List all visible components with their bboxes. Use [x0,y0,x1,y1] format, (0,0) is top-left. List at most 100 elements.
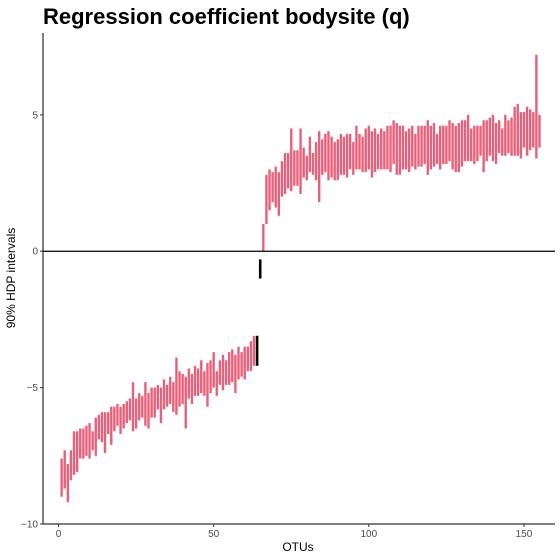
interval-bar [290,128,293,192]
interval-bar [417,125,420,167]
interval-bar [212,352,215,388]
interval-bar [401,125,405,170]
interval-bar [265,174,268,224]
interval-bar [116,403,119,426]
interval-bar [240,352,243,377]
interval-bar [516,103,519,156]
interval-bar [321,139,324,175]
interval-bar [451,123,454,170]
interval-bar [491,114,495,162]
interval-bar [479,125,482,156]
interval-bar [100,412,104,443]
y-tick-label: 5 [32,110,38,121]
interval-bar [172,382,175,413]
interval-bar [227,352,231,385]
interval-bar [460,120,464,167]
interval-bar [97,414,101,440]
interval-bar [221,354,225,391]
interval-bar [193,365,197,396]
interval-bar [280,161,284,197]
interval-bar [392,120,395,164]
interval-bar [497,120,501,154]
interval-bar [525,106,529,156]
interval-bar [224,360,228,385]
y-axis-title: 90% HDP intervals [4,228,18,329]
interval-bar [420,125,423,167]
interval-bar [376,133,380,170]
interval-bar [404,131,408,170]
interval-bar [355,125,358,170]
interval-bar [438,125,442,170]
interval-bar [184,376,187,429]
interval-bar [137,393,141,421]
interval-bar [302,147,305,178]
interval-bar [466,114,470,162]
interval-bar [215,371,218,396]
interval-bar [311,153,315,175]
interval-bar [426,120,429,175]
interval-bar [141,395,144,418]
y-axis-ticks: −10 −5 0 5 [21,110,43,531]
interval-bar [271,172,274,203]
interval-bar [370,131,374,178]
interval-bar [88,423,91,459]
interval-bar [380,128,383,170]
interval-bar [528,109,532,151]
interval-bar [435,133,439,164]
interval-bar [336,139,339,181]
interval-bar [345,133,349,178]
interval-bar [476,125,479,162]
interval-bar [414,133,417,170]
interval-bar [110,406,113,445]
interval-bar [203,371,206,396]
interval-bar [91,431,94,451]
interval-bar [122,403,125,429]
interval-bar [153,387,156,418]
interval-bar [510,117,513,156]
interval-bar [470,128,473,162]
interval-bar [283,153,287,194]
interval-bar [314,142,318,181]
interval-bar [147,393,150,429]
interval-bar [106,412,110,434]
interval-bar [513,106,516,156]
interval-bar [150,387,153,418]
interval-bar [352,142,355,175]
interval-bar [159,387,163,424]
interval-bar [327,131,330,181]
interval-bar [128,398,132,421]
x-tick-label: 150 [516,529,533,540]
y-tick-label: 0 [32,247,38,258]
y-tick-label: −10 [21,520,38,531]
interval-bar [507,120,510,154]
interval-bar [442,125,445,164]
interval-bar [333,142,336,181]
interval-bar [60,458,63,497]
interval-bar [234,354,237,394]
interval-bar [395,123,398,175]
interval-bar [361,136,364,173]
interval-bar [72,431,76,475]
interval-bar [169,376,172,404]
interval-bar [196,368,200,396]
interval-bar [535,54,538,159]
interval-bar [252,335,256,366]
interval-bar [532,112,535,148]
interval-bar [519,112,523,159]
interval-bar [482,120,485,173]
interval-bar [85,425,88,456]
interval-bar [119,406,122,434]
chart-title: Regression coefficient bodysite (q) [43,4,410,29]
interval-bar [454,125,457,173]
interval-bar [463,120,467,162]
interval-bar [501,128,504,156]
x-tick-label: 0 [56,529,62,540]
interval-bar [296,150,299,186]
interval-bar [218,360,222,385]
interval-bar [131,382,135,432]
interval-bar [305,155,308,181]
interval-bar [82,428,85,459]
interval-bar [398,125,402,175]
interval-bar [293,150,296,186]
